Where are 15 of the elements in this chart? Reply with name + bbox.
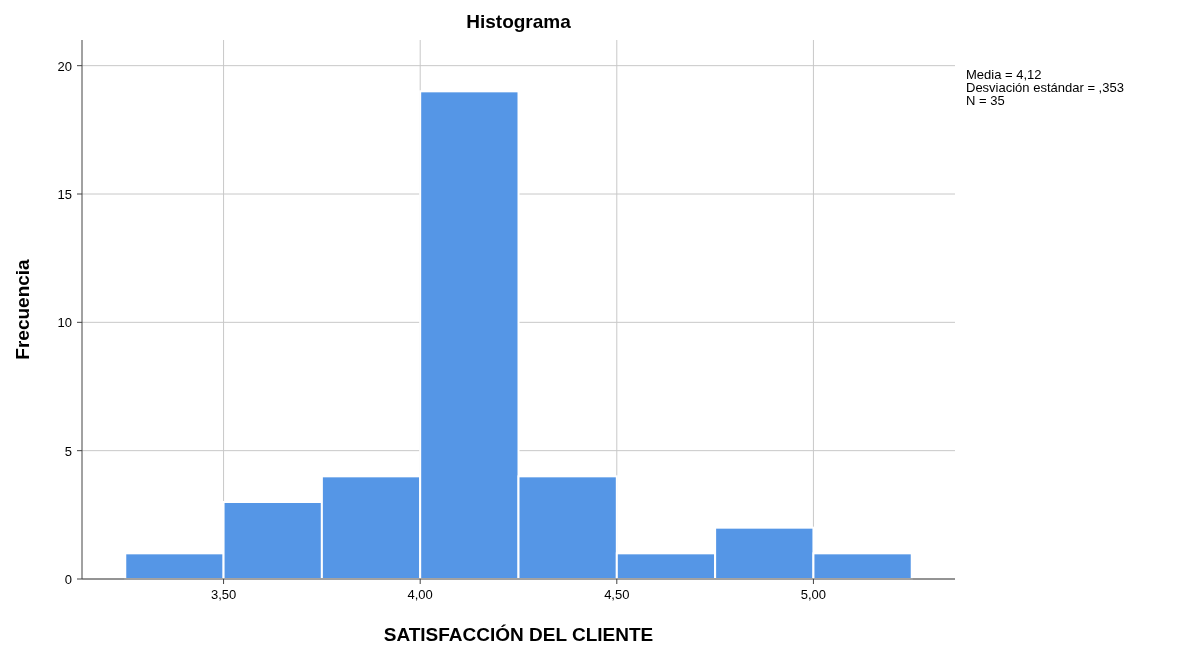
text: N = 35 <box>966 93 1005 108</box>
y-tick-label: 15 <box>57 187 72 202</box>
y-tick-label: 10 <box>57 315 72 331</box>
y-tick-label: 0 <box>64 572 72 587</box>
chart-title: Histograma <box>466 11 572 32</box>
text: Desviación estándar = ,353 <box>966 80 1124 95</box>
x-axis-title: SATISFACCIÓN DEL CLIENTE <box>383 624 654 645</box>
y-tick-label: 20 <box>57 58 72 74</box>
x-tick-label: 3,50 <box>210 587 237 602</box>
x-tick-label: 4,00 <box>407 587 433 602</box>
text: Media = 4,12 <box>966 67 1042 82</box>
y-tick-label: 5 <box>64 443 72 459</box>
x-tick-label: 5,00 <box>800 587 827 602</box>
x-tick-label: 4,50 <box>604 587 630 602</box>
y-axis-title: Frecuencia <box>12 258 33 360</box>
